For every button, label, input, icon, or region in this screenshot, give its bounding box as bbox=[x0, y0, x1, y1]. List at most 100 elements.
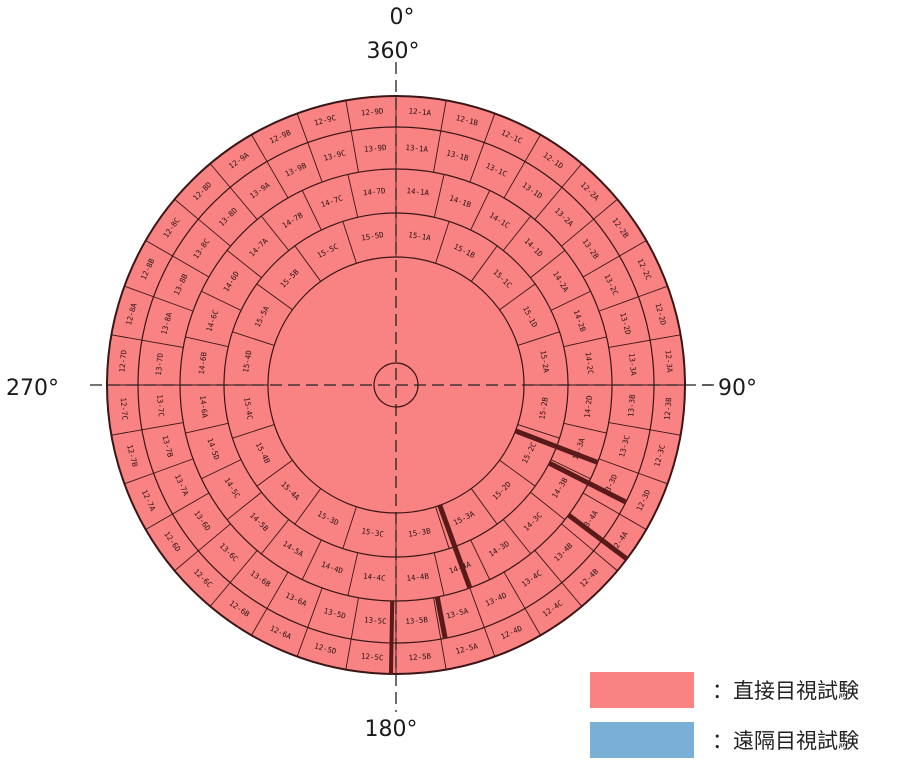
sector-divider bbox=[534, 550, 563, 583]
sector-divider bbox=[598, 458, 639, 474]
cell-label: 14-6A bbox=[198, 395, 210, 419]
sector-divider bbox=[185, 336, 229, 348]
sector-divider bbox=[435, 506, 450, 549]
sector-divider bbox=[440, 100, 447, 131]
sector-divider bbox=[469, 142, 485, 183]
angle-label-90: 90° bbox=[718, 376, 757, 401]
sector-divider bbox=[301, 190, 322, 231]
sector-divider bbox=[260, 519, 290, 555]
sector-divider bbox=[226, 491, 262, 521]
sector-divider bbox=[470, 539, 491, 580]
sector-divider bbox=[650, 334, 681, 341]
highlight-bars bbox=[388, 428, 629, 674]
sector-divider bbox=[534, 187, 563, 220]
sector-divider bbox=[229, 550, 258, 583]
sector-divider bbox=[174, 198, 199, 220]
sector-divider bbox=[582, 492, 620, 515]
sector-divider bbox=[342, 221, 357, 264]
sector-divider bbox=[650, 429, 681, 436]
angle-label-180: 180° bbox=[365, 717, 418, 742]
cell-label: 13-5B bbox=[405, 615, 429, 626]
cell-label: 13-7C bbox=[155, 394, 166, 417]
sector-divider bbox=[638, 285, 668, 298]
highlight-bar bbox=[434, 596, 448, 639]
sector-divider bbox=[141, 422, 184, 431]
sector-divider bbox=[593, 550, 618, 572]
sector-divider bbox=[517, 424, 560, 439]
sector-divider bbox=[619, 240, 647, 257]
cell-label: 12-1A bbox=[408, 107, 432, 118]
sector-divider bbox=[619, 513, 647, 530]
sector-divider bbox=[209, 163, 231, 188]
sector-divider bbox=[111, 334, 142, 341]
sector-divider bbox=[561, 523, 594, 552]
sector-divider bbox=[145, 240, 173, 257]
sector-divider bbox=[172, 255, 210, 278]
sector-divider bbox=[256, 459, 293, 487]
cell-label: 15-4C bbox=[242, 397, 254, 421]
sector-divider bbox=[124, 472, 154, 485]
sector-divider bbox=[307, 142, 323, 183]
sector-divider bbox=[198, 523, 231, 552]
sector-divider bbox=[433, 174, 445, 218]
cell-label: 14-4C bbox=[363, 572, 386, 583]
sector-divider bbox=[294, 245, 322, 282]
cell-label: 13-3B bbox=[626, 393, 637, 417]
sector-divider bbox=[561, 582, 583, 607]
sector-divider bbox=[530, 491, 566, 521]
cell-label: 12-9D bbox=[360, 107, 384, 118]
cell-label: 13-5C bbox=[364, 615, 387, 626]
sector-divider bbox=[251, 134, 268, 162]
cell-label: 14-2D bbox=[583, 394, 595, 418]
legend-item-remote: ：遠隔目視試験 bbox=[590, 718, 900, 762]
sector-divider bbox=[198, 218, 231, 247]
sector-divider bbox=[345, 639, 352, 670]
inspection-map-diagram: 12-1A12-1B12-1C12-1D12-2A12-2B12-2C12-2D… bbox=[6, 5, 757, 742]
sector-divider bbox=[483, 113, 496, 143]
legend-swatch-remote bbox=[590, 722, 694, 758]
sector-divider bbox=[307, 587, 323, 628]
sector-divider bbox=[226, 249, 262, 279]
sector-divider bbox=[433, 552, 445, 596]
sector-divider bbox=[350, 130, 359, 173]
sector-divider bbox=[209, 582, 231, 607]
legend-label-remote: ：遠隔目視試験 bbox=[712, 729, 859, 753]
sector-divider bbox=[141, 339, 184, 348]
sector-divider bbox=[172, 492, 210, 515]
sector-divider bbox=[469, 587, 485, 628]
sector-divider bbox=[153, 458, 194, 474]
cell-label: 13-1A bbox=[405, 143, 429, 154]
sector-divider bbox=[608, 422, 651, 431]
highlight-bar bbox=[548, 460, 628, 505]
sector-divider bbox=[174, 550, 199, 572]
cell-label: 12-7C bbox=[119, 397, 130, 420]
legend-swatch-direct bbox=[590, 672, 694, 708]
sector-divider bbox=[470, 190, 491, 231]
cell-label: 13-9D bbox=[364, 143, 388, 154]
sector-divider bbox=[598, 296, 639, 312]
sector-divider bbox=[608, 339, 651, 348]
cell-label: 12-3A bbox=[663, 349, 674, 373]
cell-label: 12-3B bbox=[662, 397, 673, 421]
sector-divider bbox=[638, 472, 668, 485]
sector-divider bbox=[153, 296, 194, 312]
legend-item-direct: ：直接目視試験 bbox=[590, 668, 900, 712]
cell-label: 14-2C bbox=[584, 352, 595, 375]
cell-label: 15-2B bbox=[537, 396, 549, 420]
sector-divider bbox=[342, 506, 357, 549]
sector-divider bbox=[350, 597, 359, 640]
sector-divider bbox=[347, 552, 359, 596]
sector-divider bbox=[201, 290, 242, 311]
angle-label-0: 0° bbox=[390, 5, 415, 30]
sector-divider bbox=[433, 597, 442, 640]
highlight-bar bbox=[567, 512, 629, 561]
crosshair-axes bbox=[90, 62, 714, 712]
sector-divider bbox=[502, 519, 532, 555]
angle-label-270: 270° bbox=[6, 376, 59, 401]
sector-divider bbox=[550, 290, 591, 311]
sector-divider bbox=[435, 221, 450, 264]
cell-label: 14-4B bbox=[406, 571, 430, 583]
sector-divider bbox=[499, 459, 536, 487]
sector-divider bbox=[145, 513, 173, 530]
sector-divider bbox=[550, 459, 591, 480]
